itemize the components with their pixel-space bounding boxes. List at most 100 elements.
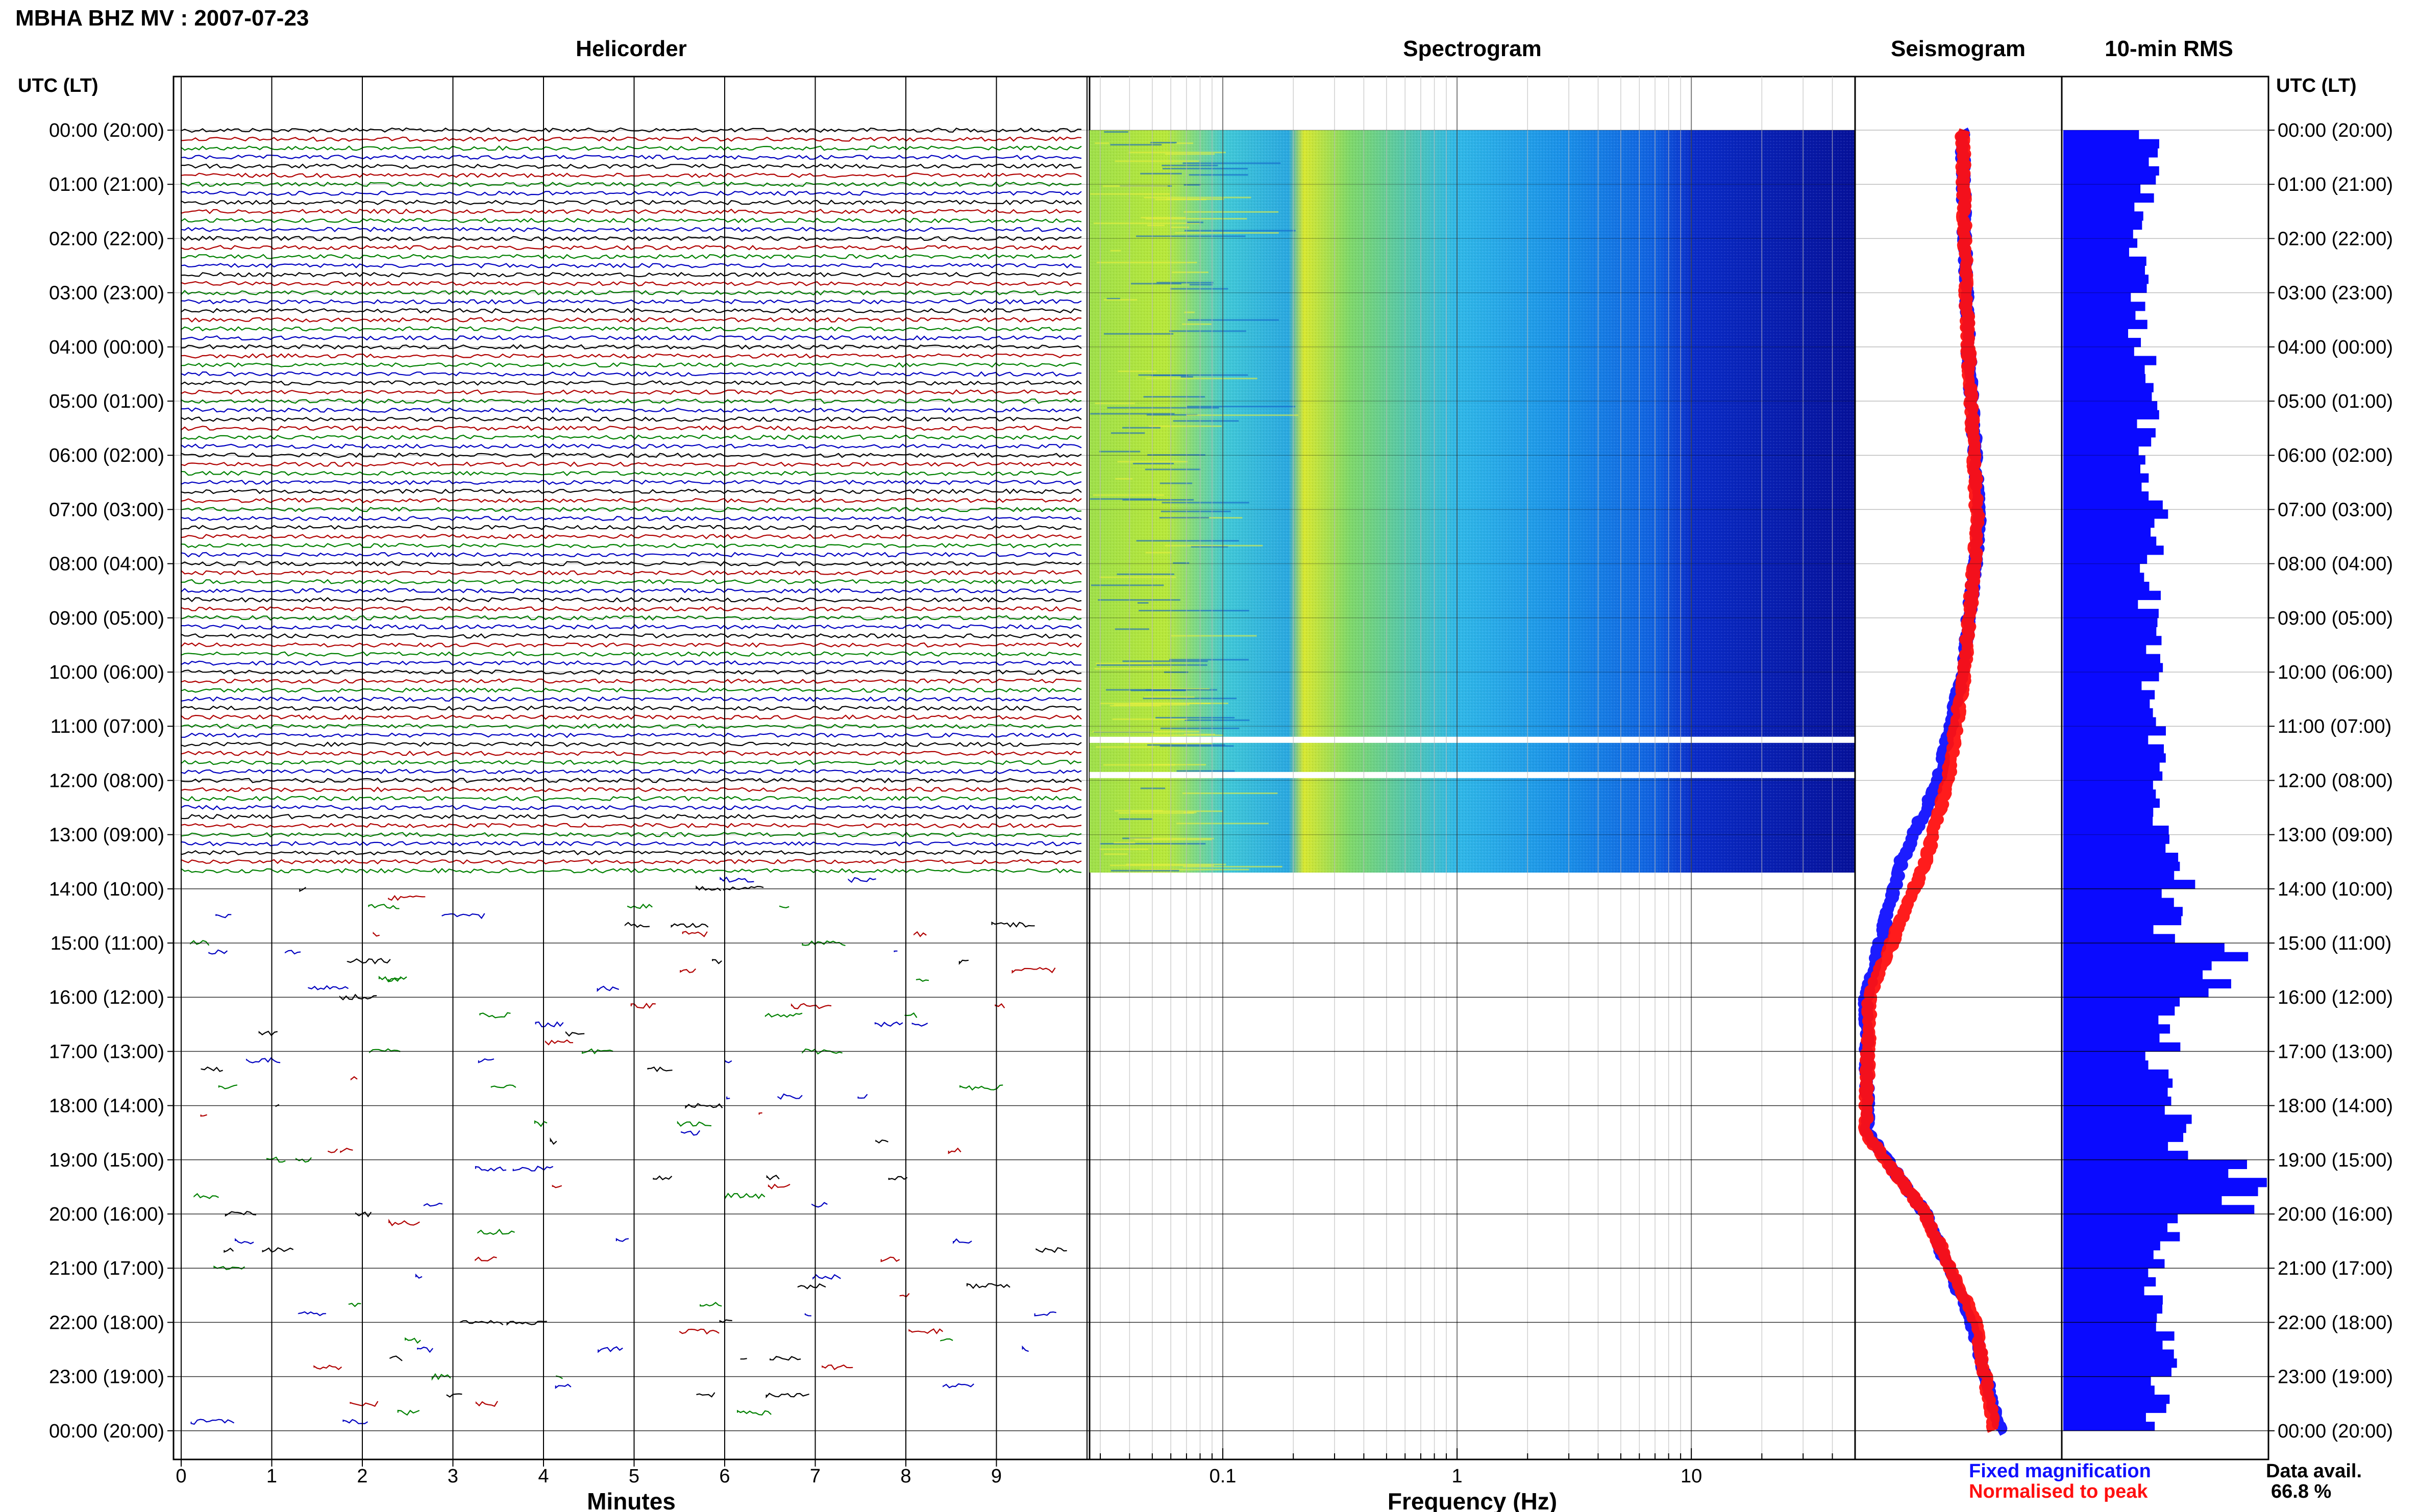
rms-bar [2063, 1358, 2177, 1368]
helicorder-fragment [916, 978, 929, 982]
spectrogram-streak [1183, 184, 1201, 186]
spectrogram-streak [1090, 413, 1175, 415]
rms-bar [2063, 302, 2145, 311]
helicorder-trace [180, 732, 1082, 738]
helicorder-trace [180, 750, 1082, 756]
helicorder-trace [180, 678, 1081, 684]
helicorder-fragment [720, 876, 754, 883]
spectrogram-streak [1149, 764, 1206, 766]
helicorder-fragment [766, 1393, 809, 1399]
rms-bar [2063, 654, 2160, 663]
helicorder-fragment [995, 1003, 1005, 1008]
helicorder-fragment [218, 1084, 238, 1089]
helicorder-trace [180, 831, 1082, 837]
helicorder-fragment [201, 1066, 223, 1072]
minutes-tick-label: 1 [266, 1466, 277, 1487]
spectrogram-streak [1144, 196, 1251, 199]
spectrogram-streak [1184, 311, 1195, 313]
helicorder-fragment [943, 1383, 974, 1389]
rms-bar [2063, 1403, 2166, 1413]
rms-bar [2063, 961, 2212, 971]
helicorder-trace [180, 154, 1082, 160]
helicorder-fragment [266, 1156, 286, 1163]
helicorder-trace [180, 606, 1082, 612]
helicorder-fragment [797, 1283, 826, 1290]
right-time-tick-label: 00:00 (20:00) [2278, 120, 2393, 141]
minutes-tick-label: 3 [448, 1466, 458, 1487]
helicorder-trace [180, 515, 1082, 522]
spectrogram-streak [1136, 540, 1239, 542]
helicorder-fragment [441, 913, 485, 920]
rms-bar [2063, 997, 2180, 1007]
spectrogram-streak [1104, 131, 1128, 133]
spectrogram-panel [1089, 76, 1856, 1460]
rms-bar [2063, 1006, 2175, 1016]
helicorder-fragment [1035, 1247, 1067, 1253]
spectrogram-streak [1172, 271, 1208, 274]
helicorder-trace [180, 479, 1082, 485]
helicorder-fragment [682, 931, 708, 937]
spectrogram-streak [1118, 812, 1194, 814]
spectrogram-gap [1090, 772, 1855, 778]
helicorder-fragment [880, 1256, 900, 1262]
helicorder-trace [180, 552, 1082, 558]
frequency-axis-label: Frequency (Hz) [1388, 1488, 1557, 1512]
helicorder-fragment [415, 1273, 423, 1279]
right-time-axis-label: UTC (LT) [2276, 75, 2357, 96]
rms-bar [2063, 1069, 2169, 1079]
rms-bar [2063, 934, 2175, 944]
spectrogram-streak [1099, 451, 1141, 453]
spectrogram-streak [1099, 576, 1176, 578]
rms-bar [2063, 853, 2179, 862]
helicorder-fragment [1011, 966, 1056, 974]
rms-bar [2063, 1313, 2157, 1323]
rms-bar [2063, 771, 2163, 781]
spectrogram-streak [1159, 517, 1210, 519]
rms-bar [2063, 1376, 2151, 1386]
spectrogram-streak [1147, 225, 1165, 227]
helicorder-fragment [681, 1130, 701, 1136]
rms-bar [2063, 645, 2146, 655]
left-time-tick-label: 16:00 (12:00) [49, 987, 164, 1008]
helicorder-trace [180, 208, 1082, 214]
rms-bar [2063, 663, 2163, 673]
spectrogram-streak [1175, 142, 1194, 144]
rms-bar [2063, 536, 2157, 546]
right-time-tick-label: 14:00 (10:00) [2278, 879, 2393, 900]
right-time-tick-label: 12:00 (08:00) [2278, 770, 2393, 791]
helicorder-fragment [417, 1346, 434, 1353]
helicorder-trace [180, 705, 1082, 711]
spectrogram-streak [1188, 319, 1279, 321]
rms-bar [2063, 1367, 2171, 1377]
rms-bar [2063, 356, 2157, 365]
rms-bar [2063, 1340, 2163, 1350]
helicorder-fragment [534, 1120, 548, 1127]
frequency-tick-label: 10 [1681, 1466, 1702, 1487]
spectrogram-streak [1159, 482, 1193, 484]
minutes-tick-label: 9 [991, 1466, 1002, 1487]
rms-bar [2063, 482, 2142, 492]
helicorder-trace [180, 443, 1082, 449]
helicorder-fragment [874, 1021, 903, 1027]
helicorder-fragment [766, 1175, 780, 1181]
rms-bar [2063, 636, 2162, 646]
helicorder-trace [180, 281, 1082, 287]
rms-bar [2063, 1196, 2222, 1205]
seismogram-title: Seismogram [1891, 36, 2026, 61]
spectrogram-streak [1098, 599, 1180, 601]
rms-bar [2063, 1412, 2146, 1422]
helicorder-fragment [725, 1060, 732, 1063]
rms-bar [2063, 175, 2156, 185]
spectrogram-streak [1110, 144, 1162, 146]
helicorder-fragment [340, 1148, 353, 1153]
rms-bar [2063, 1060, 2149, 1070]
spectrogram-streak [1110, 250, 1121, 252]
spectrogram-streak [1184, 230, 1296, 232]
minutes-tick-label: 7 [810, 1466, 821, 1487]
spectrogram-streak [1095, 142, 1109, 144]
helicorder-fragment [857, 1094, 868, 1099]
helicorder-trace [180, 669, 1082, 675]
spectrogram-streak [1162, 502, 1249, 504]
rms-bar [2063, 816, 2153, 826]
helicorder-trace [180, 217, 1082, 224]
